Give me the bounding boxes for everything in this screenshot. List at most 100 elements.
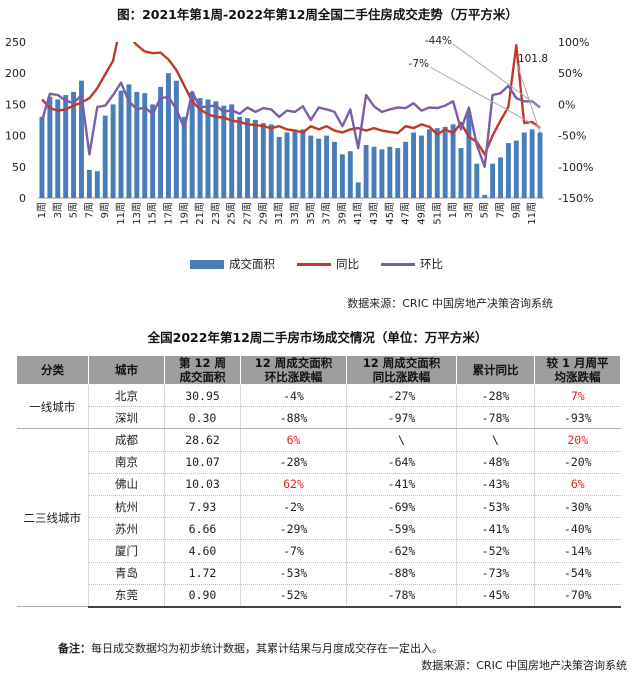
- header-category: 分类: [16, 355, 89, 385]
- yoy-cell: -69%: [346, 495, 457, 519]
- cum-cell: -41%: [456, 517, 535, 541]
- series-line-yoy: [41, 42, 541, 156]
- bar-area: [126, 84, 132, 198]
- bar-area: [395, 148, 401, 198]
- left-axis-tick: 0: [19, 192, 26, 205]
- bar-area: [63, 95, 69, 198]
- right-axis-tick: -50%: [558, 130, 586, 143]
- table-row: 杭州 7.93 -2% -69% -53% -30%: [17, 495, 621, 519]
- header-yoy: 12 周成交面积 同比涨跌幅: [346, 355, 457, 385]
- jan-cell: 6%: [534, 473, 621, 496]
- bar-area: [324, 135, 330, 198]
- area-cell: 10.07: [164, 451, 241, 474]
- yoy-cell: \: [346, 428, 457, 452]
- left-axis-tick: 150: [5, 98, 26, 111]
- legend-swatch-mom: [381, 262, 415, 266]
- category-cell: 二三线城市: [16, 428, 89, 608]
- city-cell: 青岛: [88, 562, 165, 585]
- area-cell: 10.03: [164, 473, 241, 496]
- bar-area: [205, 99, 211, 198]
- legend-swatch-yoy: [297, 262, 331, 266]
- x-tick-label: 1周: [447, 202, 459, 218]
- area-cell: 1.72: [164, 562, 241, 585]
- bar-area: [419, 135, 424, 198]
- x-tick-label: 3周: [52, 202, 64, 218]
- bar-area: [403, 141, 409, 198]
- x-tick-label: 13周: [131, 202, 143, 225]
- jan-cell: 20%: [534, 428, 621, 452]
- area-cell: 0.30: [164, 406, 241, 430]
- jan-cell: 7%: [534, 384, 621, 408]
- annotation-leader: [429, 66, 541, 129]
- bar-area: [47, 96, 53, 198]
- jan-cell: -20%: [534, 451, 621, 474]
- city-cell: 北京: [88, 384, 165, 408]
- bar-area: [158, 86, 163, 198]
- jan-cell: -70%: [534, 584, 621, 608]
- bar-area: [537, 132, 543, 198]
- legend-label-yoy: 同比: [336, 257, 359, 271]
- x-tick-label: 21周: [194, 202, 206, 225]
- mom-cell: -53%: [240, 562, 347, 585]
- bar-area: [197, 98, 203, 198]
- bar-area: [229, 104, 235, 198]
- city-cell: 深圳: [88, 406, 165, 430]
- bar-area: [521, 132, 527, 198]
- right-axis-tick: -150%: [558, 192, 593, 205]
- bar-area: [434, 128, 440, 198]
- cum-cell: -48%: [456, 451, 535, 474]
- bar-area: [458, 148, 464, 198]
- bar-area: [86, 169, 92, 198]
- city-cell: 东莞: [88, 584, 165, 608]
- area-cell: 28.62: [164, 428, 241, 452]
- cum-cell: -28%: [456, 384, 535, 408]
- jan-cell: -30%: [534, 495, 621, 519]
- jan-cell: -54%: [534, 562, 621, 585]
- category-cell: 一线城市: [16, 384, 89, 430]
- table-row: 深圳 0.30 -88% -97% -78% -93%: [17, 406, 621, 430]
- table-source: 数据来源：CRIC 中国房地产决策咨询系统: [421, 659, 627, 672]
- bar-area: [513, 140, 519, 198]
- cum-cell: -53%: [456, 495, 535, 519]
- bar-area: [71, 91, 77, 198]
- bar-area: [237, 116, 243, 198]
- bar-area: [347, 151, 353, 198]
- right-axis-tick: -100%: [558, 161, 593, 174]
- bar-area: [442, 126, 448, 198]
- bar-area: [94, 171, 100, 198]
- x-tick-label: 9周: [510, 202, 522, 218]
- area-cell: 7.93: [164, 495, 241, 519]
- mom-cell: -28%: [240, 451, 347, 474]
- x-tick-label: 1周: [36, 202, 48, 218]
- city-cell: 成都: [88, 428, 165, 452]
- yoy-cell: -41%: [346, 473, 457, 496]
- annotation-mom: -44%: [425, 35, 452, 47]
- bar-area: [260, 123, 266, 198]
- bar-area: [355, 182, 361, 198]
- bar-area: [276, 136, 282, 198]
- bar-area: [110, 104, 116, 198]
- table-row: 厦门 4.60 -7% -62% -52% -14%: [17, 539, 621, 563]
- bar-area: [300, 129, 306, 198]
- city-cell: 佛山: [88, 473, 165, 496]
- mom-cell: -4%: [240, 384, 347, 408]
- right-axis-tick: 0%: [558, 98, 575, 111]
- x-tick-label: 19周: [178, 202, 190, 225]
- mom-cell: -2%: [240, 495, 347, 519]
- table-title: 全国2022年第12周二手房市场成交情况（单位：万平方米）: [147, 330, 488, 345]
- annotation-yoy: -7%: [409, 58, 429, 70]
- table-note: 备注：每日成交数据均为初步统计数据，其累计结果与月度成交存在一定出入。: [58, 642, 443, 655]
- cum-cell: -52%: [456, 539, 535, 563]
- bar-area: [379, 149, 385, 198]
- area-cell: 6.66: [164, 517, 241, 541]
- bar-area: [102, 115, 108, 198]
- bar-area: [466, 111, 472, 198]
- x-tick-label: 47周: [400, 202, 412, 225]
- bar-area: [39, 116, 45, 198]
- bar-area: [387, 146, 393, 198]
- yoy-cell: -97%: [346, 406, 457, 430]
- mom-cell: 62%: [240, 473, 347, 496]
- bar-area: [284, 132, 290, 198]
- x-tick-label: 51周: [431, 202, 443, 225]
- bar-area: [142, 93, 148, 198]
